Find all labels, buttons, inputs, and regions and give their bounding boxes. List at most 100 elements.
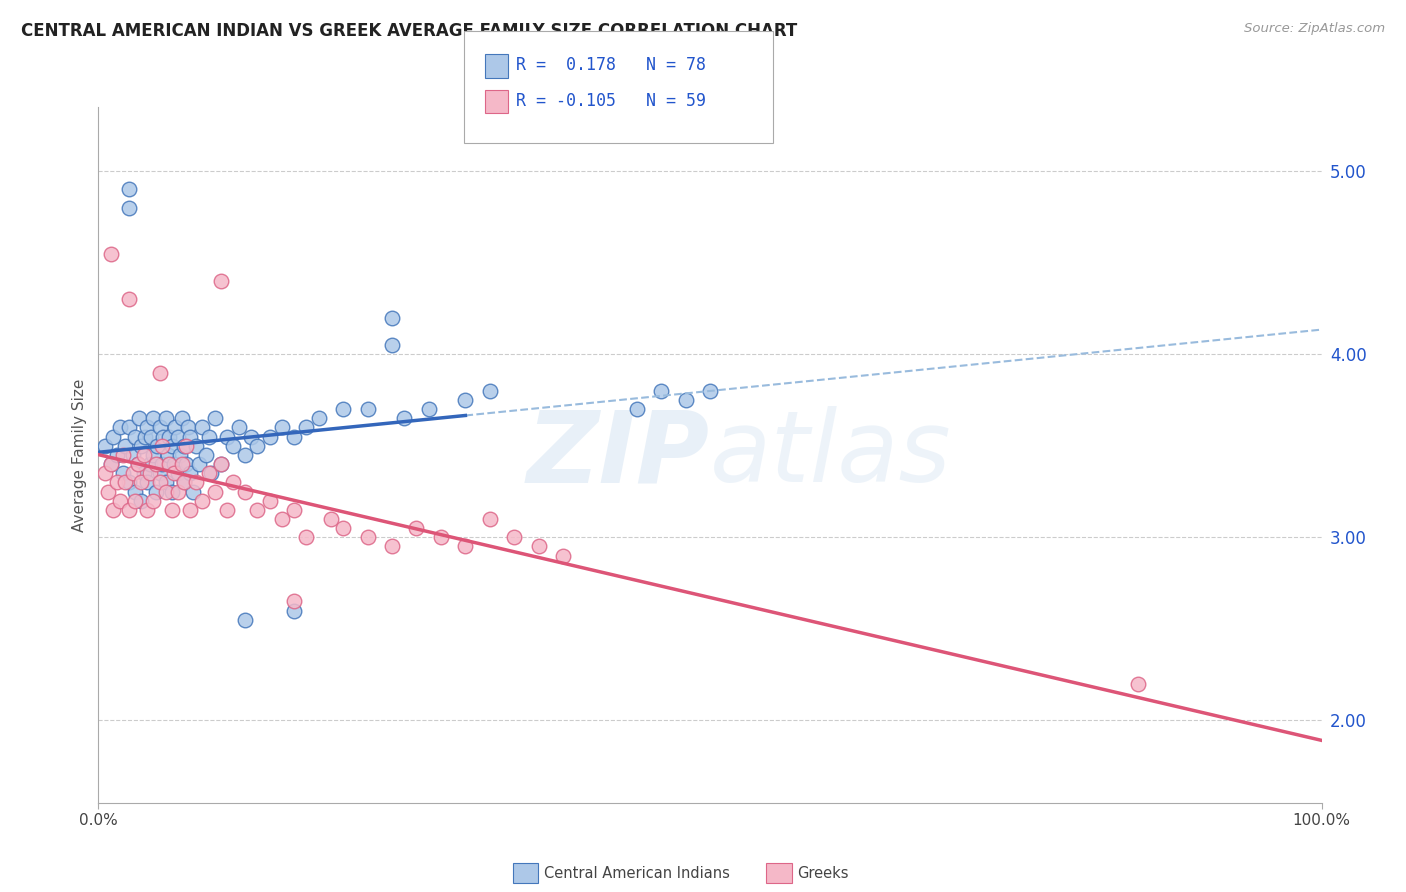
Point (160, 503, 183, 517)
Point (200, 467, 222, 481)
Point (215, 503, 238, 517)
Point (259, 493, 281, 508)
Point (132, 448, 155, 462)
Point (675, 392, 697, 407)
Point (381, 310, 404, 325)
Point (177, 420, 200, 434)
Point (503, 530, 526, 544)
Point (699, 384, 721, 398)
Point (187, 457, 209, 471)
Point (129, 493, 152, 508)
Text: atlas: atlas (710, 407, 952, 503)
Point (93, 467, 115, 481)
Point (195, 448, 218, 462)
Point (478, 384, 501, 398)
Point (283, 429, 305, 443)
Point (152, 429, 174, 443)
Point (149, 475, 172, 490)
Point (191, 493, 214, 508)
Point (381, 338, 404, 352)
Point (454, 540, 477, 554)
Point (157, 448, 180, 462)
Point (246, 503, 269, 517)
Point (176, 439, 198, 453)
Text: R =  0.178   N = 78: R = 0.178 N = 78 (516, 56, 706, 74)
Point (204, 484, 226, 499)
Point (283, 594, 305, 608)
Point (127, 457, 149, 471)
Point (173, 475, 195, 490)
Point (553, 549, 575, 563)
Point (105, 475, 128, 490)
Point (222, 439, 245, 453)
Point (136, 475, 159, 490)
Point (222, 475, 245, 490)
Point (319, 512, 342, 526)
Point (270, 512, 294, 526)
Point (142, 411, 165, 425)
Point (118, 201, 141, 215)
Point (332, 402, 354, 417)
Point (167, 429, 190, 443)
Text: ZIP: ZIP (527, 407, 710, 503)
Point (118, 420, 141, 434)
Point (132, 467, 155, 481)
Point (155, 411, 177, 425)
Point (93, 439, 115, 453)
Point (149, 420, 172, 434)
Point (97, 484, 120, 499)
Point (1128, 677, 1150, 691)
Point (209, 457, 232, 471)
Point (173, 439, 195, 453)
Point (160, 439, 183, 453)
Point (170, 411, 193, 425)
Point (392, 411, 416, 425)
Point (146, 439, 169, 453)
Point (163, 467, 186, 481)
Point (142, 448, 165, 462)
Point (127, 457, 149, 471)
Point (233, 448, 256, 462)
Point (209, 274, 232, 288)
Point (163, 457, 186, 471)
Point (157, 429, 180, 443)
Point (191, 420, 214, 434)
Point (356, 402, 378, 417)
Point (105, 448, 128, 462)
Point (150, 457, 173, 471)
Point (173, 475, 195, 490)
Point (124, 493, 146, 508)
Point (356, 530, 378, 544)
Point (149, 366, 172, 380)
Point (114, 475, 136, 490)
Point (169, 448, 191, 462)
Text: Greeks: Greeks (797, 866, 849, 880)
Point (145, 457, 167, 471)
Point (110, 420, 132, 434)
Point (118, 503, 141, 517)
Point (111, 448, 134, 462)
Point (381, 540, 404, 554)
Point (167, 467, 190, 481)
Point (179, 467, 201, 481)
Point (332, 521, 354, 535)
Point (233, 613, 256, 627)
Point (110, 493, 132, 508)
Point (157, 457, 180, 471)
Point (124, 429, 146, 443)
Point (145, 484, 167, 499)
Y-axis label: Average Family Size: Average Family Size (72, 378, 87, 532)
Point (118, 182, 141, 196)
Point (204, 411, 226, 425)
Text: Central American Indians: Central American Indians (544, 866, 730, 880)
Point (240, 429, 263, 443)
Point (114, 439, 136, 453)
Point (283, 603, 305, 617)
Point (124, 484, 146, 499)
Point (100, 457, 122, 471)
Point (101, 503, 124, 517)
Point (176, 457, 198, 471)
Point (181, 484, 204, 499)
Point (246, 439, 269, 453)
Point (259, 429, 281, 443)
